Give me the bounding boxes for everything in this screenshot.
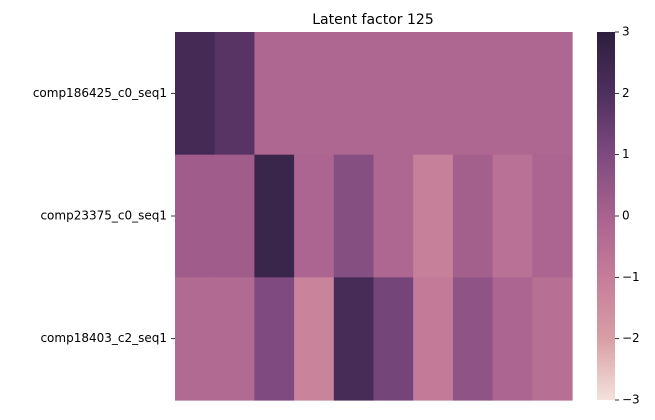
heatmap-cell xyxy=(254,154,295,278)
heatmap-cell xyxy=(294,277,335,401)
heatmap-cell xyxy=(254,277,295,401)
heatmap-cell xyxy=(333,277,375,401)
heatmap-cells xyxy=(175,32,573,401)
row-label: comp23375_c0_seq1 xyxy=(40,209,167,223)
row-label: comp186425_c0_seq1 xyxy=(33,86,167,100)
colorbar: 3 2 1 0 −1 −2 −3 xyxy=(597,25,640,407)
heatmap-cell xyxy=(532,277,573,401)
heatmap-cell xyxy=(452,277,494,401)
colorbar-tick-label: 1 xyxy=(622,147,630,161)
colorbar-tick-label: 3 xyxy=(622,25,630,39)
heatmap-cell xyxy=(214,32,255,156)
heatmap-cell xyxy=(413,154,454,278)
heatmap-cell xyxy=(214,154,255,278)
heatmap-cell xyxy=(294,32,335,156)
heatmap-cell xyxy=(413,32,454,156)
heatmap-cell xyxy=(532,154,573,278)
heatmap-cell xyxy=(373,154,414,278)
heatmap-cell xyxy=(492,154,533,278)
heatmap-cell xyxy=(492,32,533,156)
heatmap-cell xyxy=(333,32,375,156)
heatmap-cell xyxy=(333,154,375,278)
row-labels: comp186425_c0_seq1 comp23375_c0_seq1 comp1… xyxy=(33,86,175,345)
heatmap-cell xyxy=(175,32,216,156)
heatmap-cell xyxy=(492,277,533,401)
heatmap-cell xyxy=(373,32,414,156)
chart-title: Latent factor 125 xyxy=(312,12,433,28)
heatmap-cell xyxy=(452,32,494,156)
colorbar-tick-label: −3 xyxy=(622,393,640,407)
row-label: comp18403_c2_seq1 xyxy=(40,331,167,345)
colorbar-tick-label: 0 xyxy=(622,209,630,223)
heatmap-cell xyxy=(452,154,494,278)
colorbar-gradient xyxy=(597,32,615,400)
heatmap-cell xyxy=(175,277,216,401)
heatmap-cell xyxy=(254,32,295,156)
heatmap-cell xyxy=(413,277,454,401)
heatmap-cell xyxy=(294,154,335,278)
heatmap-cell xyxy=(175,154,216,278)
heatmap-cell xyxy=(532,32,573,156)
heatmap-cell xyxy=(214,277,255,401)
colorbar-tick-label: −2 xyxy=(622,331,640,345)
colorbar-tick-label: −1 xyxy=(622,270,640,284)
heatmap-cell xyxy=(373,277,414,401)
colorbar-tick-label: 2 xyxy=(622,86,630,100)
